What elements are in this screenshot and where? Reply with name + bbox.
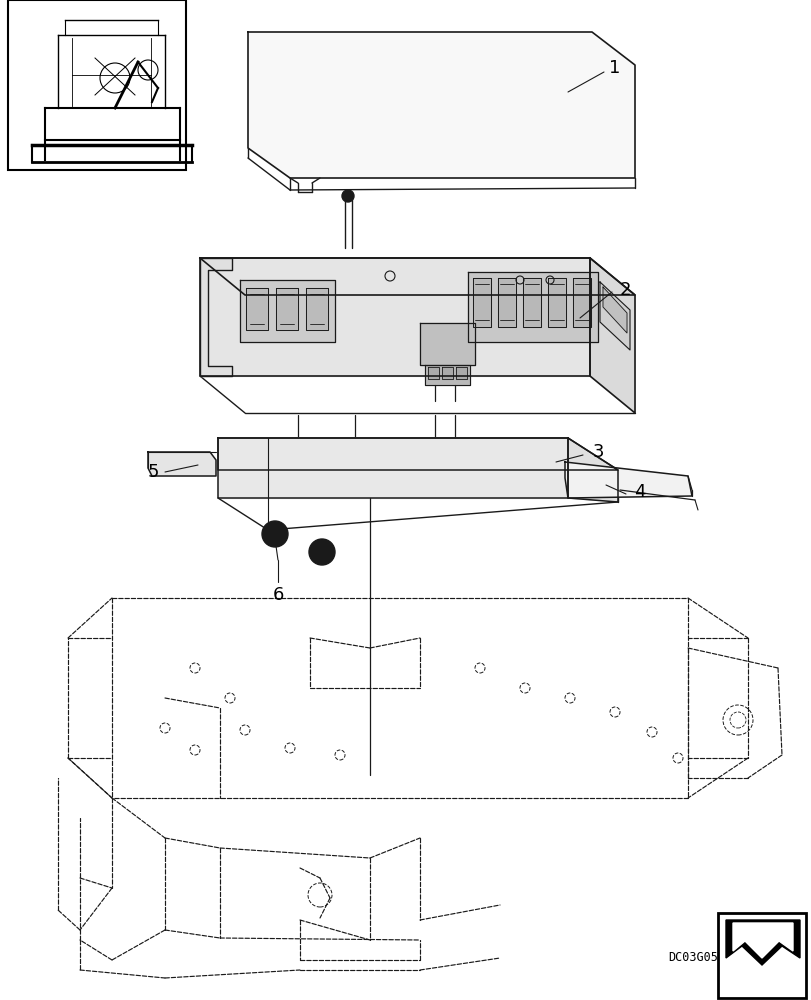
Polygon shape [246,288,268,330]
Polygon shape [590,258,634,413]
Text: 3: 3 [591,443,603,461]
Circle shape [341,190,354,202]
Polygon shape [247,32,634,178]
Polygon shape [522,278,540,327]
Polygon shape [573,278,590,327]
Polygon shape [456,367,466,379]
Text: 5: 5 [147,463,159,481]
Text: 2: 2 [619,281,630,299]
Circle shape [268,528,281,540]
Polygon shape [217,438,617,470]
Text: 1: 1 [608,59,620,77]
Polygon shape [200,258,232,376]
Polygon shape [200,258,590,376]
Circle shape [319,549,324,555]
Polygon shape [732,923,792,958]
Polygon shape [599,282,629,350]
Circle shape [309,539,335,565]
Bar [717,913,805,998]
Polygon shape [467,272,597,342]
Polygon shape [148,452,216,476]
Polygon shape [424,365,470,385]
Polygon shape [240,280,335,342]
Polygon shape [603,287,626,333]
Text: 4: 4 [633,483,645,501]
Polygon shape [276,288,298,330]
Polygon shape [725,920,799,965]
Polygon shape [497,278,515,327]
Text: DC03G052: DC03G052 [667,951,724,964]
Polygon shape [564,462,691,498]
Circle shape [262,521,288,547]
Polygon shape [217,438,568,498]
Polygon shape [200,258,634,295]
Polygon shape [441,367,453,379]
Text: 6: 6 [272,586,283,604]
Polygon shape [419,323,474,365]
Polygon shape [568,438,617,502]
Circle shape [345,193,350,199]
Polygon shape [547,278,565,327]
Circle shape [315,546,328,558]
Bar [8,0,186,170]
Polygon shape [427,367,439,379]
Polygon shape [306,288,328,330]
Circle shape [272,531,277,537]
Polygon shape [473,278,491,327]
